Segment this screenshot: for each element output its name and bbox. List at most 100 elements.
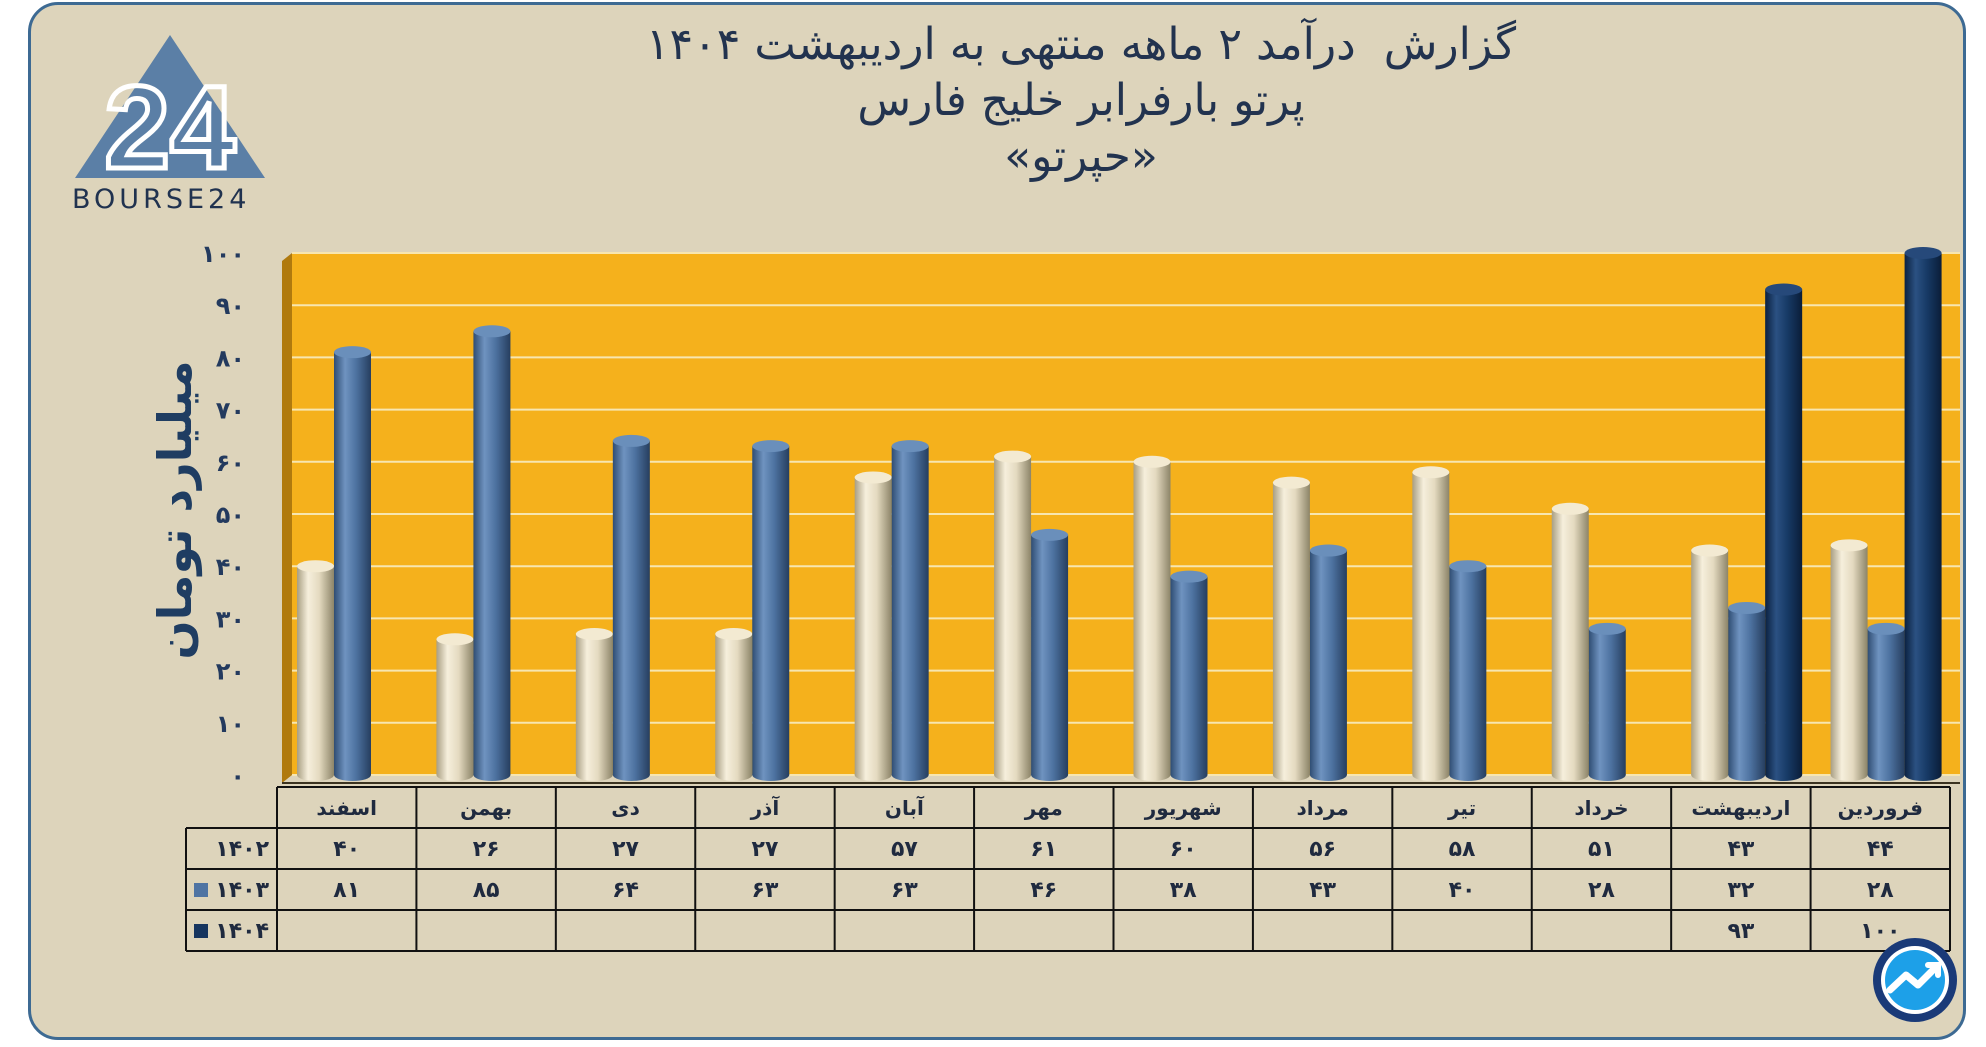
bar <box>1449 566 1487 775</box>
data-label: ۴۰ <box>333 837 360 862</box>
data-label: ۱۰۰ <box>1860 919 1900 944</box>
bar-top <box>1031 528 1069 541</box>
data-label: ۶۴ <box>612 878 639 903</box>
bar <box>1765 289 1803 775</box>
bar <box>1728 607 1766 775</box>
bar-base <box>1765 769 1803 781</box>
legend-swatch <box>194 924 208 938</box>
y-tick-label: ۹۰ <box>216 292 245 320</box>
bar-top <box>1588 622 1626 635</box>
data-label: ۶۱ <box>1030 837 1057 862</box>
data-label: ۹۳ <box>1727 919 1754 944</box>
data-label: ۲۸ <box>1588 878 1615 903</box>
bar <box>1830 545 1868 775</box>
data-label: ۶۳ <box>891 878 918 903</box>
data-label: ۴۶ <box>1030 878 1057 903</box>
logo-text: BOURSE24 <box>72 184 251 215</box>
bar-top <box>1449 560 1487 573</box>
bar <box>1867 628 1905 775</box>
bar-base <box>1551 769 1589 781</box>
bar <box>473 331 511 775</box>
bar <box>297 566 334 775</box>
bar-base <box>994 769 1032 781</box>
x-tick-label: بهمن <box>460 796 512 820</box>
bar-base <box>1031 769 1069 781</box>
bar <box>1170 576 1208 775</box>
data-label: ۶۳ <box>752 878 779 903</box>
bar <box>854 477 892 775</box>
bar-top <box>1551 502 1589 515</box>
bar-base <box>1867 769 1905 781</box>
y-tick-label: ۷۰ <box>216 397 245 425</box>
title-line-2: پرتو بارفرابر خلیج فارس <box>857 75 1305 126</box>
y-tick-label: ۸۰ <box>216 344 245 372</box>
bar-top <box>1765 283 1803 296</box>
bar <box>1551 508 1589 775</box>
x-tick-label: تیر <box>1447 796 1476 820</box>
bar-base <box>1309 769 1347 781</box>
bar-top <box>854 471 892 484</box>
bar-base <box>1449 769 1487 781</box>
logo-mark: 24 <box>104 62 235 194</box>
data-label: ۸۱ <box>333 878 360 903</box>
x-tick-label: مرداد <box>1297 796 1349 820</box>
x-tick-label: خرداد <box>1574 796 1628 820</box>
bar-top <box>575 628 613 641</box>
y-tick-label: ۱۰ <box>216 710 245 738</box>
legend-entry: ۱۴۰۲ <box>215 837 269 862</box>
bar-top <box>752 440 790 453</box>
bar-base <box>1728 769 1766 781</box>
x-tick-label: فروردین <box>1838 796 1923 820</box>
data-label: ۳۸ <box>1170 878 1197 903</box>
bar-base <box>752 769 790 781</box>
x-tick-label: اردیبهشت <box>1691 796 1790 820</box>
trend-arrow-icon <box>1873 938 1957 1022</box>
y-tick-label: ۶۰ <box>216 449 245 477</box>
bar-base <box>1830 769 1868 781</box>
bar-top <box>436 633 474 646</box>
data-label: ۴۰ <box>1449 878 1476 903</box>
bar <box>1309 550 1347 775</box>
triangle-logo-icon: 24 <box>75 35 265 197</box>
bar-top <box>612 434 650 447</box>
bar <box>436 639 474 775</box>
bar <box>1588 628 1626 775</box>
data-label: ۵۷ <box>891 837 918 862</box>
y-tick-label: ۰ <box>230 762 245 790</box>
bar-base <box>715 769 753 781</box>
bar-top <box>891 440 929 453</box>
data-label: ۴۳ <box>1727 837 1754 862</box>
bar <box>334 352 371 775</box>
bar <box>1412 472 1450 775</box>
x-tick-label: شهریور <box>1144 796 1222 820</box>
bar-top <box>1272 476 1310 489</box>
plot-side-wall <box>282 253 292 783</box>
bar <box>1133 461 1171 775</box>
data-label: ۲۷ <box>612 837 639 862</box>
bar-base <box>1272 769 1310 781</box>
bar-top <box>1691 544 1729 557</box>
bar-base <box>334 769 371 781</box>
y-tick-label: ۲۰ <box>216 658 245 686</box>
bar-top <box>1830 539 1868 552</box>
data-label: ۸۵ <box>473 878 500 903</box>
bar-top <box>297 560 334 573</box>
legend-entry: ۱۴۰۴ <box>215 919 269 944</box>
bar-top <box>1412 466 1450 479</box>
bar-base <box>1170 769 1208 781</box>
bar <box>994 456 1032 775</box>
data-label: ۳۲ <box>1727 878 1754 903</box>
title-line-3: «حپرتو» <box>1004 131 1158 182</box>
bar <box>1904 253 1942 775</box>
bar-base <box>1412 769 1450 781</box>
data-label: ۴۳ <box>1309 878 1336 903</box>
data-label: ۵۶ <box>1309 837 1336 862</box>
bar <box>1031 534 1069 775</box>
legend-swatch <box>194 883 208 897</box>
data-label: ۲۶ <box>473 837 500 862</box>
y-tick-label: ۱۰۰ <box>201 240 245 268</box>
data-label: ۵۸ <box>1449 837 1476 862</box>
bar-top <box>1904 247 1942 259</box>
bar <box>752 446 790 775</box>
